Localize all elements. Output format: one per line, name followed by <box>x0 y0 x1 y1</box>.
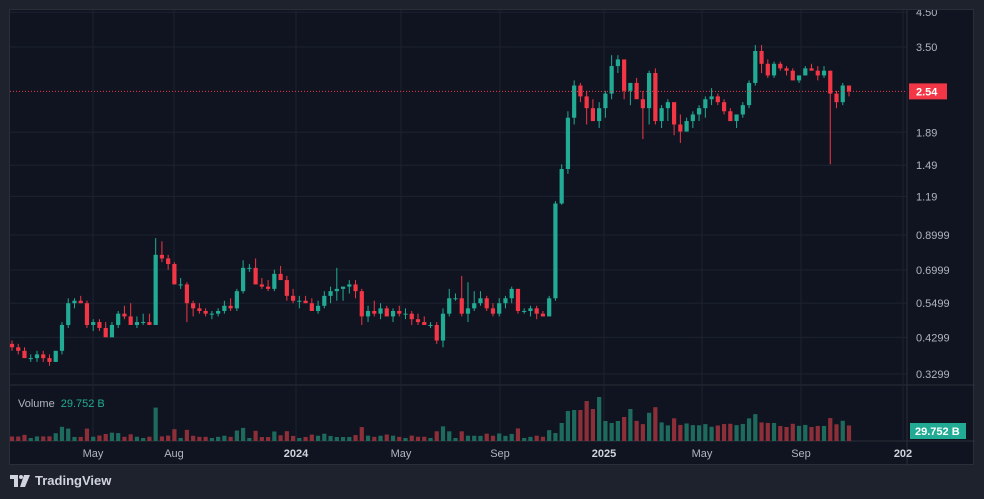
tradingview-brand-text: TradingView <box>35 473 112 488</box>
time-axis-label: 2024 <box>284 448 309 460</box>
price-axis-label: 0.4299 <box>916 332 950 344</box>
time-axis-label: May <box>83 448 104 460</box>
time-axis-label: Sep <box>791 448 811 460</box>
time-axis-label: 2025 <box>592 448 616 460</box>
price-axis-label: 3.50 <box>916 42 937 54</box>
time-axis-label: Aug <box>164 448 184 460</box>
price-axis-label: 1.49 <box>916 160 937 172</box>
price-axis-label: 0.3299 <box>916 369 950 381</box>
time-axis-label: 202 <box>894 448 912 460</box>
last-price-badge <box>909 83 947 100</box>
volume-bars <box>10 397 852 441</box>
time-axis-label: May <box>692 448 713 460</box>
chart-frame[interactable]: 4.50 3.50 1.89 1.49 1.19 0.8999 0.6999 0.5499 0.… <box>9 9 975 466</box>
volume-badge <box>910 423 966 439</box>
price-axis-label: 0.8999 <box>916 230 950 242</box>
tradingview-brand[interactable]: TradingView <box>10 473 111 488</box>
candlesticks <box>10 45 852 366</box>
time-axis-label: May <box>391 448 412 460</box>
price-axis-label: 4.50 <box>916 10 937 19</box>
volume-legend: Volume 29.752 B <box>18 398 105 410</box>
price-axis-label: 0.6999 <box>916 265 950 277</box>
price-axis-label: 0.5499 <box>916 298 950 310</box>
last-price-value: 2.54 <box>916 86 938 98</box>
price-axis-label: 1.89 <box>916 127 937 139</box>
price-axis[interactable]: 4.50 3.50 1.89 1.49 1.19 0.8999 0.6999 0.5499 0.… <box>909 10 966 439</box>
volume-legend-value: 29.752 B <box>60 398 105 410</box>
time-axis[interactable]: May Aug 2024 May Sep 2025 May Sep 202 <box>83 448 913 460</box>
chart-canvas[interactable]: 4.50 3.50 1.89 1.49 1.19 0.8999 0.6999 0.5499 0.… <box>10 10 975 466</box>
grid-lines <box>10 10 975 466</box>
price-axis-label: 1.19 <box>916 191 937 203</box>
volume-legend-label: Volume <box>18 398 55 410</box>
volume-badge-value: 29.752 B <box>915 426 960 438</box>
time-axis-label: Sep <box>490 448 510 460</box>
tradingview-logo-icon <box>10 474 30 487</box>
